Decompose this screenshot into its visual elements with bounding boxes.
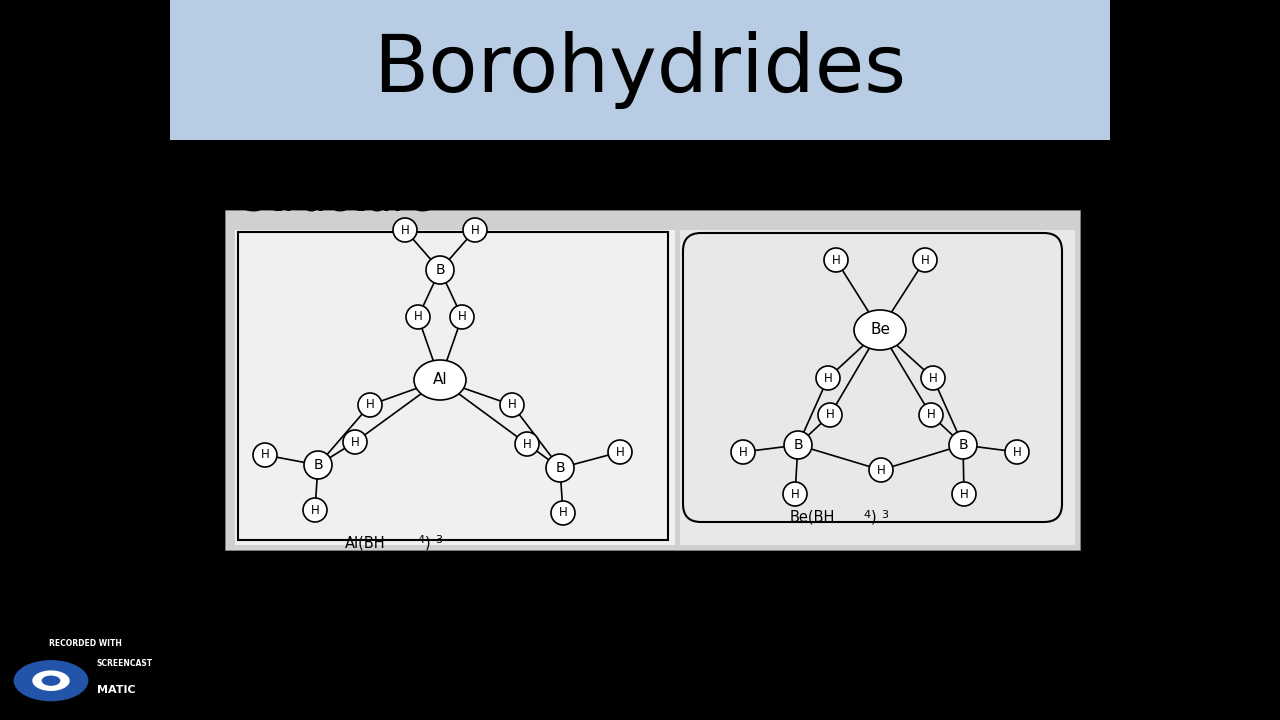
Ellipse shape bbox=[253, 443, 276, 467]
Ellipse shape bbox=[463, 218, 486, 242]
Ellipse shape bbox=[783, 482, 806, 506]
Text: Structure: Structure bbox=[241, 179, 434, 221]
Text: B: B bbox=[314, 458, 323, 472]
Ellipse shape bbox=[343, 430, 367, 454]
Text: Al: Al bbox=[433, 372, 447, 387]
Text: B: B bbox=[959, 438, 968, 452]
Text: H: H bbox=[920, 253, 929, 266]
Bar bbox=[238, 232, 668, 540]
Ellipse shape bbox=[608, 440, 632, 464]
Ellipse shape bbox=[919, 403, 943, 427]
Text: H: H bbox=[1012, 446, 1021, 459]
Bar bbox=[680, 230, 1075, 545]
Text: H: H bbox=[471, 223, 480, 236]
Text: Al(BH: Al(BH bbox=[346, 535, 385, 550]
Text: H: H bbox=[261, 449, 269, 462]
Text: H: H bbox=[928, 372, 937, 384]
Text: 4: 4 bbox=[863, 510, 870, 520]
Text: H: H bbox=[960, 487, 969, 500]
Bar bbox=[236, 230, 675, 545]
Ellipse shape bbox=[358, 393, 381, 417]
Ellipse shape bbox=[550, 501, 575, 525]
Text: ): ) bbox=[870, 510, 877, 525]
Text: H: H bbox=[351, 436, 360, 449]
Text: H: H bbox=[366, 398, 374, 412]
Text: H: H bbox=[739, 446, 748, 459]
Bar bbox=[225, 210, 1080, 550]
Ellipse shape bbox=[922, 366, 945, 390]
Text: SCREENCAST: SCREENCAST bbox=[97, 660, 154, 668]
Text: Be: Be bbox=[870, 323, 890, 338]
Text: 4: 4 bbox=[417, 535, 424, 545]
Text: H: H bbox=[826, 408, 835, 421]
Ellipse shape bbox=[948, 431, 977, 459]
Ellipse shape bbox=[413, 360, 466, 400]
Text: H: H bbox=[791, 487, 800, 500]
Circle shape bbox=[32, 670, 69, 691]
Text: 3: 3 bbox=[881, 510, 888, 520]
Text: B: B bbox=[794, 438, 803, 452]
Text: H: H bbox=[927, 408, 936, 421]
Ellipse shape bbox=[393, 218, 417, 242]
Ellipse shape bbox=[500, 393, 524, 417]
Text: Be(BH: Be(BH bbox=[790, 510, 836, 525]
Text: H: H bbox=[823, 372, 832, 384]
Ellipse shape bbox=[854, 310, 906, 350]
Text: H: H bbox=[458, 310, 466, 323]
Text: MATIC: MATIC bbox=[97, 685, 136, 695]
Text: H: H bbox=[311, 503, 320, 516]
Ellipse shape bbox=[426, 256, 454, 284]
Text: B: B bbox=[435, 263, 445, 277]
Text: 3: 3 bbox=[435, 535, 442, 545]
Ellipse shape bbox=[1005, 440, 1029, 464]
Ellipse shape bbox=[451, 305, 474, 329]
Bar bbox=[170, 0, 1110, 140]
Text: H: H bbox=[522, 438, 531, 451]
Text: H: H bbox=[413, 310, 422, 323]
Ellipse shape bbox=[783, 431, 812, 459]
Ellipse shape bbox=[406, 305, 430, 329]
Ellipse shape bbox=[303, 498, 326, 522]
Circle shape bbox=[42, 675, 60, 686]
Text: H: H bbox=[508, 398, 516, 412]
Text: H: H bbox=[832, 253, 841, 266]
Ellipse shape bbox=[913, 248, 937, 272]
Ellipse shape bbox=[547, 454, 573, 482]
Ellipse shape bbox=[824, 248, 849, 272]
Ellipse shape bbox=[515, 432, 539, 456]
Text: RECORDED WITH: RECORDED WITH bbox=[49, 639, 122, 648]
Ellipse shape bbox=[818, 403, 842, 427]
Text: H: H bbox=[877, 464, 886, 477]
Ellipse shape bbox=[952, 482, 977, 506]
Text: H: H bbox=[401, 223, 410, 236]
Text: Borohydrides: Borohydrides bbox=[374, 31, 906, 109]
Text: •: • bbox=[195, 178, 221, 222]
Ellipse shape bbox=[817, 366, 840, 390]
Ellipse shape bbox=[305, 451, 332, 479]
Text: H: H bbox=[616, 446, 625, 459]
Text: ): ) bbox=[425, 535, 430, 550]
Text: B: B bbox=[556, 461, 564, 475]
Circle shape bbox=[14, 660, 88, 701]
Ellipse shape bbox=[869, 458, 893, 482]
Text: H: H bbox=[558, 506, 567, 520]
Ellipse shape bbox=[731, 440, 755, 464]
